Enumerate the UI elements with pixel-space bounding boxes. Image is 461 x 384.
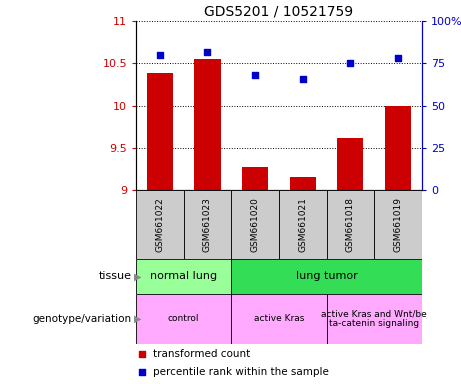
Text: GSM661018: GSM661018 (346, 197, 355, 252)
Text: genotype/variation: genotype/variation (32, 314, 131, 324)
Text: lung tumor: lung tumor (296, 271, 357, 281)
Bar (147, 73, 173, 190)
Text: active Kras and Wnt/be
ta-catenin signaling: active Kras and Wnt/be ta-catenin signal… (321, 309, 427, 328)
Point (156, 52, 164, 58)
Point (138, 351, 145, 357)
Point (299, 76, 307, 82)
Text: GSM661020: GSM661020 (251, 197, 260, 252)
FancyBboxPatch shape (231, 259, 422, 294)
Text: GSM661022: GSM661022 (155, 197, 164, 252)
Text: active Kras: active Kras (254, 314, 304, 323)
Text: GSM661023: GSM661023 (203, 197, 212, 252)
Title: GDS5201 / 10521759: GDS5201 / 10521759 (204, 5, 354, 18)
Point (251, 72, 259, 78)
Text: GSM661019: GSM661019 (394, 197, 402, 252)
FancyBboxPatch shape (136, 294, 231, 344)
FancyBboxPatch shape (326, 294, 422, 344)
Text: transformed count: transformed count (153, 349, 250, 359)
FancyBboxPatch shape (231, 190, 279, 259)
Text: ▶: ▶ (134, 271, 141, 281)
Bar (242, 167, 268, 190)
Bar (337, 138, 363, 190)
Text: percentile rank within the sample: percentile rank within the sample (153, 367, 329, 377)
Bar (290, 177, 316, 190)
FancyBboxPatch shape (326, 190, 374, 259)
Point (204, 48, 211, 55)
Point (138, 369, 145, 375)
Text: ▶: ▶ (134, 314, 141, 324)
FancyBboxPatch shape (183, 190, 231, 259)
FancyBboxPatch shape (279, 190, 326, 259)
Bar (195, 59, 220, 190)
Text: control: control (168, 314, 199, 323)
Point (347, 60, 354, 66)
FancyBboxPatch shape (136, 190, 183, 259)
FancyBboxPatch shape (231, 294, 326, 344)
Text: GSM661021: GSM661021 (298, 197, 307, 252)
Text: normal lung: normal lung (150, 271, 217, 281)
FancyBboxPatch shape (136, 259, 231, 294)
FancyBboxPatch shape (374, 190, 422, 259)
Point (394, 55, 402, 61)
Bar (385, 106, 411, 190)
Text: tissue: tissue (98, 271, 131, 281)
